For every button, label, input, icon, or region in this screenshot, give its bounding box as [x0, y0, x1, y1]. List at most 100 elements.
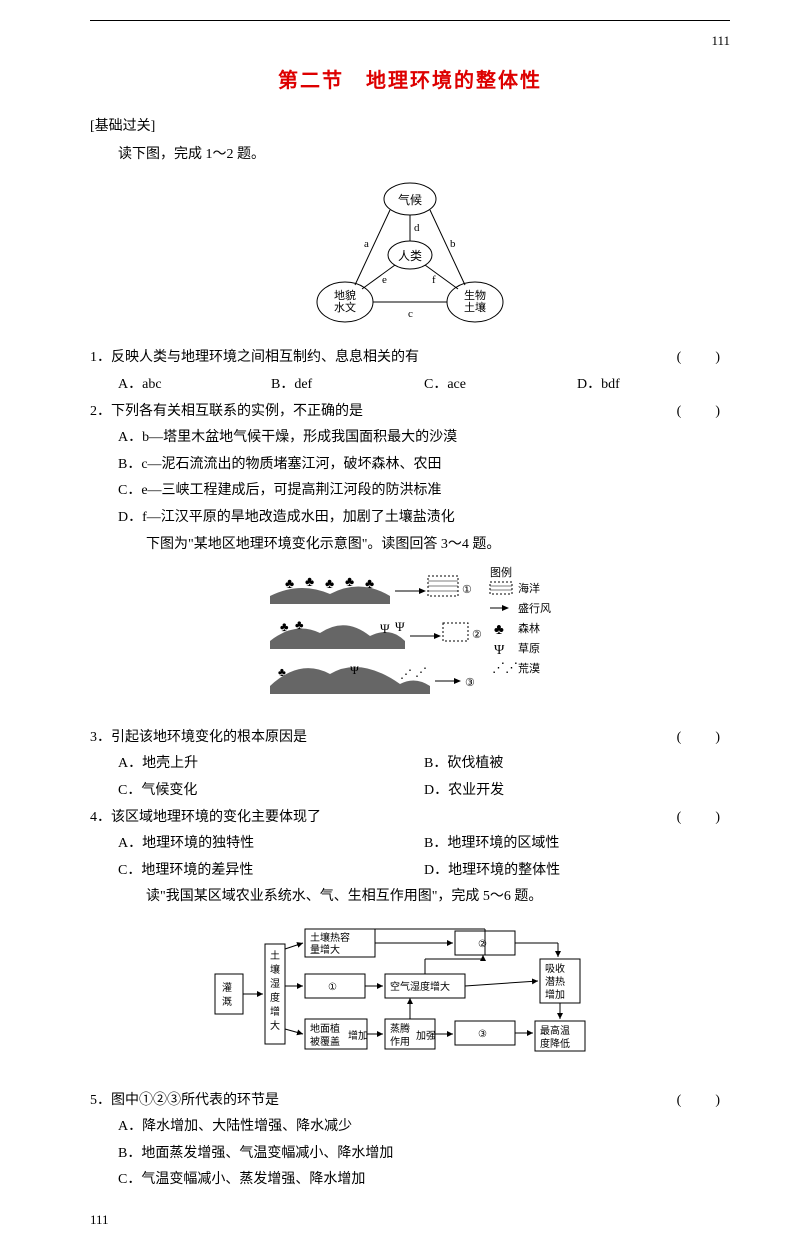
svg-text:♣: ♣	[494, 622, 504, 638]
q4-options-row2: C．地理环境的差异性 D．地理环境的整体性	[90, 858, 730, 885]
svg-text:湿: 湿	[270, 978, 280, 990]
svg-text:度: 度	[270, 991, 280, 1004]
q2-opt-d: D．f—江汉平原的旱地改造成水田，加剧了土壤盐渍化	[90, 505, 730, 532]
svg-text:水文: 水文	[334, 300, 356, 314]
section-label: [基础过关]	[90, 114, 730, 141]
svg-text:大: 大	[270, 1019, 280, 1032]
svg-text:Ψ: Ψ	[350, 663, 359, 677]
figure-1: 气候 人类 地貌 水文 生物 土壤 a b c d e f	[90, 177, 730, 338]
svg-text:潜热: 潜热	[545, 975, 565, 988]
svg-text:最高温: 最高温	[540, 1024, 570, 1037]
svg-text:♣: ♣	[280, 619, 289, 634]
q2-stem: 2．下列各有关相互联系的实例，不正确的是( )	[90, 399, 730, 426]
q3-opt-d: D．农业开发	[424, 778, 730, 805]
svg-text:e: e	[382, 274, 387, 286]
svg-text:蒸腾: 蒸腾	[390, 1022, 410, 1035]
svg-text:度降低: 度降低	[540, 1037, 570, 1050]
q2-opt-a: A．b—塔里木盆地气候干燥，形成我国面积最大的沙漠	[90, 425, 730, 452]
svg-text:海洋: 海洋	[518, 581, 540, 595]
svg-text:被覆盖: 被覆盖	[310, 1035, 340, 1048]
q5-stem: 5．图中①②③所代表的环节是( )	[90, 1088, 730, 1115]
svg-text:量增大: 量增大	[310, 943, 340, 956]
q3-options-row1: A．地壳上升 B．砍伐植被	[90, 751, 730, 778]
svg-text:土壤: 土壤	[464, 300, 486, 314]
q1-opt-d: D．bdf	[577, 372, 730, 399]
svg-text:f: f	[432, 274, 436, 286]
svg-text:Ψ: Ψ	[380, 621, 390, 636]
intro-2: 下图为"某地区地理环境变化示意图"。读图回答 3～4 题。	[90, 532, 730, 559]
q3-stem: 3．引起该地环境变化的根本原因是( )	[90, 725, 730, 752]
q3-opt-a: A．地壳上升	[118, 751, 424, 778]
svg-text:♣: ♣	[278, 665, 286, 679]
svg-text:Ψ: Ψ	[494, 643, 505, 658]
svg-text:吸收: 吸收	[545, 962, 565, 975]
svg-text:a: a	[364, 238, 369, 250]
q4-opt-a: A．地理环境的独特性	[118, 831, 424, 858]
intro-1: 读下图，完成 1～2 题。	[90, 142, 730, 169]
q5-opt-a: A．降水增加、大陆性增强、降水减少	[90, 1114, 730, 1141]
svg-text:空气湿度增大: 空气湿度增大	[390, 980, 450, 993]
fig1-node-human: 人类	[398, 249, 422, 263]
svg-text:⋰: ⋰	[415, 665, 427, 679]
svg-text:土壤热容: 土壤热容	[310, 931, 350, 944]
svg-text:溉: 溉	[222, 995, 232, 1008]
q2-opt-b: B．c—泥石流流出的物质堵塞江河，破坏森林、农田	[90, 452, 730, 479]
fig1-node-bio: 生物	[464, 288, 486, 302]
fig1-node-climate: 气候	[398, 192, 422, 207]
q1-opt-c: C．ace	[424, 372, 577, 399]
intro-3: 读"我国某区域农业系统水、气、生相互作用图"，完成 5～6 题。	[90, 884, 730, 911]
svg-text:♣: ♣	[285, 577, 294, 592]
svg-text:增加: 增加	[545, 988, 565, 1001]
svg-text:③: ③	[478, 1029, 487, 1040]
svg-text:图例: 图例	[490, 566, 512, 579]
svg-text:♣: ♣	[295, 617, 304, 632]
figure-2: ♣♣♣♣♣ ① ♣♣ΨΨ ② ♣Ψ ⋰⋰ ③ 图例 海洋 盛行风 ♣森林 Ψ草原	[90, 566, 730, 717]
svg-text:盛行风: 盛行风	[518, 601, 551, 615]
svg-text:森林: 森林	[518, 621, 540, 635]
q4-opt-c: C．地理环境的差异性	[118, 858, 424, 885]
svg-text:作用: 作用	[390, 1036, 410, 1048]
svg-text:土: 土	[270, 949, 280, 962]
svg-text:荒漠: 荒漠	[518, 662, 540, 675]
svg-text:②: ②	[478, 939, 487, 950]
q4-stem: 4．该区域地理环境的变化主要体现了( )	[90, 805, 730, 832]
page-number-bottom: 111	[90, 1208, 730, 1233]
svg-text:♣: ♣	[345, 575, 354, 590]
q5-opt-b: B．地面蒸发增强、气温变幅减小、降水增加	[90, 1141, 730, 1168]
svg-text:增加: 增加	[348, 1029, 368, 1042]
q1-stem: 1．反映人类与地理环境之间相互制约、息息相关的有( )	[90, 345, 730, 372]
svg-text:d: d	[414, 222, 420, 234]
svg-text:Ψ: Ψ	[395, 619, 405, 634]
q3-opt-c: C．气候变化	[118, 778, 424, 805]
svg-text:⋰: ⋰	[400, 667, 412, 681]
svg-text:⋰⋰: ⋰⋰	[492, 660, 518, 675]
svg-text:壤: 壤	[270, 963, 280, 976]
q5-opt-c: C．气温变幅减小、蒸发增强、降水增加	[90, 1167, 730, 1194]
svg-text:①: ①	[462, 584, 472, 596]
page-rule	[90, 20, 730, 21]
svg-text:增: 增	[270, 1005, 280, 1018]
svg-text:c: c	[408, 308, 413, 320]
figure-3: 灌溉 土壤湿度增大 土壤热容量增大 ② ① 空气湿度增大 地面植被覆盖增加 蒸腾…	[90, 919, 730, 1080]
svg-text:草原: 草原	[518, 642, 540, 655]
q4-options-row1: A．地理环境的独特性 B．地理环境的区域性	[90, 831, 730, 858]
q2-opt-c: C．e—三峡工程建成后，可提高荆江河段的防洪标准	[90, 478, 730, 505]
svg-text:③: ③	[465, 677, 475, 689]
page-number-top: 111	[90, 29, 730, 54]
svg-text:②: ②	[472, 629, 482, 641]
q1-opt-a: A．abc	[118, 372, 271, 399]
q4-opt-b: B．地理环境的区域性	[424, 831, 730, 858]
q3-options-row2: C．气候变化 D．农业开发	[90, 778, 730, 805]
svg-text:♣: ♣	[365, 577, 374, 592]
fig1-node-landform: 地貌	[334, 288, 356, 302]
svg-text:加强: 加强	[416, 1030, 436, 1042]
svg-text:①: ①	[328, 982, 337, 993]
q3-opt-b: B．砍伐植被	[424, 751, 730, 778]
svg-text:♣: ♣	[305, 575, 314, 590]
q1-opt-b: B．def	[271, 372, 424, 399]
q4-opt-d: D．地理环境的整体性	[424, 858, 730, 885]
section-title: 第二节 地理环境的整体性	[90, 62, 730, 100]
svg-text:b: b	[450, 238, 456, 250]
q1-options: A．abc B．def C．ace D．bdf	[90, 372, 730, 399]
svg-text:灌: 灌	[222, 982, 232, 994]
